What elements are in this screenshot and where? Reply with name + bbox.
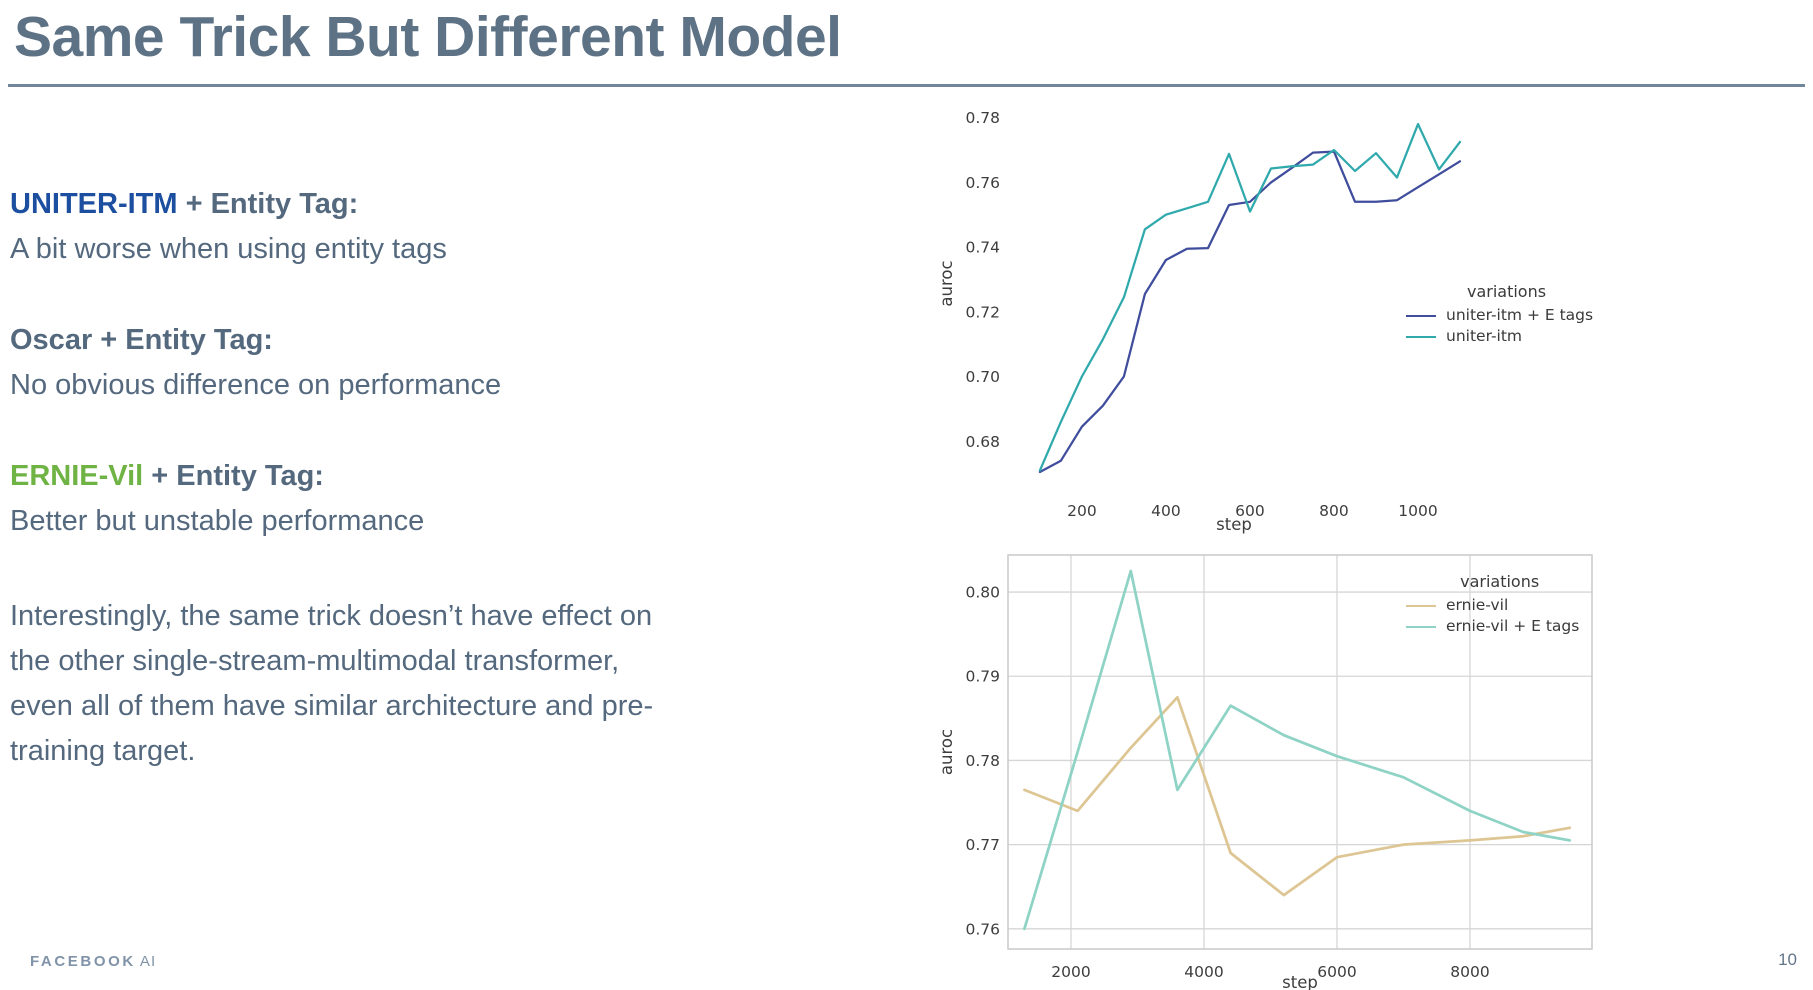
model-name-uniter: UNITER-ITM (10, 188, 178, 220)
uniter-chart-legend: variations uniter-itm + E tags uniter-itm (1406, 282, 1593, 347)
block-heading: UNITER-ITM + Entity Tag: (10, 186, 670, 222)
legend-title: variations (1466, 282, 1547, 301)
model-block-oscar: Oscar + Entity Tag: No obvious differenc… (10, 322, 670, 403)
legend-entry-label: ernie-vil (1446, 596, 1509, 614)
legend-line-swatch (1406, 335, 1436, 338)
heading-rest: + Entity Tag: (177, 188, 359, 220)
model-name-oscar: Oscar (10, 324, 93, 356)
y-tick-label: 0.72 (965, 303, 1000, 321)
block-body: Better but unstable performance (10, 505, 425, 537)
brand-light: AI (139, 953, 157, 970)
slide-title: Same Trick But Different Model (14, 5, 842, 69)
y-tick-label: 0.79 (965, 668, 1000, 686)
series-line-ernie-vil-e-tags (1023, 569, 1572, 931)
ernie-chart-legend: variations ernie-vil ernie-vil + E tags (1406, 572, 1579, 637)
ernie-chart: 2000 4000 6000 8000 0.76 0.77 0.78 0.79 0.80 step… (937, 554, 1593, 990)
x-tick-label: 800 (1319, 502, 1349, 520)
model-block-uniter: UNITER-ITM + Entity Tag: A bit worse whe… (10, 186, 670, 267)
title-divider (8, 84, 1805, 87)
legend-entry-label: uniter-itm (1446, 327, 1523, 345)
legend-line-swatch (1406, 604, 1436, 607)
legend-title: variations (1460, 572, 1540, 591)
block-heading: Oscar + Entity Tag: (10, 322, 670, 358)
heading-rest: + Entity Tag: (92, 324, 273, 356)
block-heading: ERNIE-Vil + Entity Tag: (10, 458, 670, 494)
text-column: UNITER-ITM + Entity Tag: A bit worse whe… (10, 186, 670, 774)
legend-entry-label: ernie-vil + E tags (1446, 617, 1580, 635)
uniter-chart: 200 400 600 800 1000 0.68 0.70 0.72 0.74 0.76 0.78… (937, 109, 1462, 534)
y-axis-label: auroc (937, 260, 956, 306)
x-tick-label: 1000 (1398, 502, 1437, 520)
x-tick-label: 8000 (1450, 963, 1489, 981)
y-tick-label: 0.76 (965, 920, 1000, 938)
legend-entry-label: uniter-itm + E tags (1446, 306, 1594, 324)
series-line-uniter-itm-e-tags (1038, 150, 1462, 474)
x-tick-label: 600 (1235, 502, 1265, 520)
x-tick-label: 400 (1151, 502, 1181, 520)
x-axis-label: step (1282, 973, 1318, 990)
x-tick-label: 2000 (1051, 963, 1090, 981)
block-body: No obvious difference on performance (10, 369, 502, 401)
x-tick-label: 6000 (1317, 963, 1356, 981)
y-tick-label: 0.70 (965, 368, 1000, 386)
legend-line-swatch (1406, 625, 1436, 628)
heading-rest: + Entity Tag: (143, 460, 324, 492)
y-tick-label: 0.77 (965, 836, 1000, 854)
y-tick-label: 0.74 (965, 239, 1000, 257)
x-tick-label: 200 (1067, 502, 1097, 520)
closing-paragraph: Interestingly, the same trick doesn’t ha… (10, 600, 654, 767)
legend-entry: ernie-vil + E tags (1406, 616, 1579, 637)
y-tick-label: 0.68 (965, 433, 1000, 451)
y-tick-label: 0.78 (965, 752, 1000, 770)
y-tick-label: 0.76 (965, 174, 1000, 192)
x-axis-label: step (1216, 515, 1252, 534)
legend-entry: uniter-itm + E tags (1406, 305, 1593, 326)
series-line-uniter-itm (1038, 122, 1462, 472)
block-body: A bit worse when using entity tags (10, 233, 447, 265)
y-tick-label: 0.80 (965, 584, 1000, 602)
model-name-ernie: ERNIE-Vil (10, 460, 144, 492)
legend-entry: uniter-itm (1406, 326, 1593, 347)
legend-entry: ernie-vil (1406, 595, 1579, 616)
y-axis-label: auroc (937, 729, 956, 775)
model-block-ernie: ERNIE-Vil + Entity Tag: Better but unsta… (10, 458, 670, 539)
facebook-ai-logo: FACEBOOK AI (30, 953, 156, 970)
y-tick-label: 0.78 (965, 109, 1000, 127)
page-number: 10 (1778, 950, 1797, 969)
legend-line-swatch (1406, 314, 1436, 317)
x-tick-label: 4000 (1184, 963, 1223, 981)
series-line-ernie-vil (1023, 695, 1572, 897)
brand-bold: FACEBOOK (30, 953, 136, 970)
plot-border (1007, 554, 1593, 950)
